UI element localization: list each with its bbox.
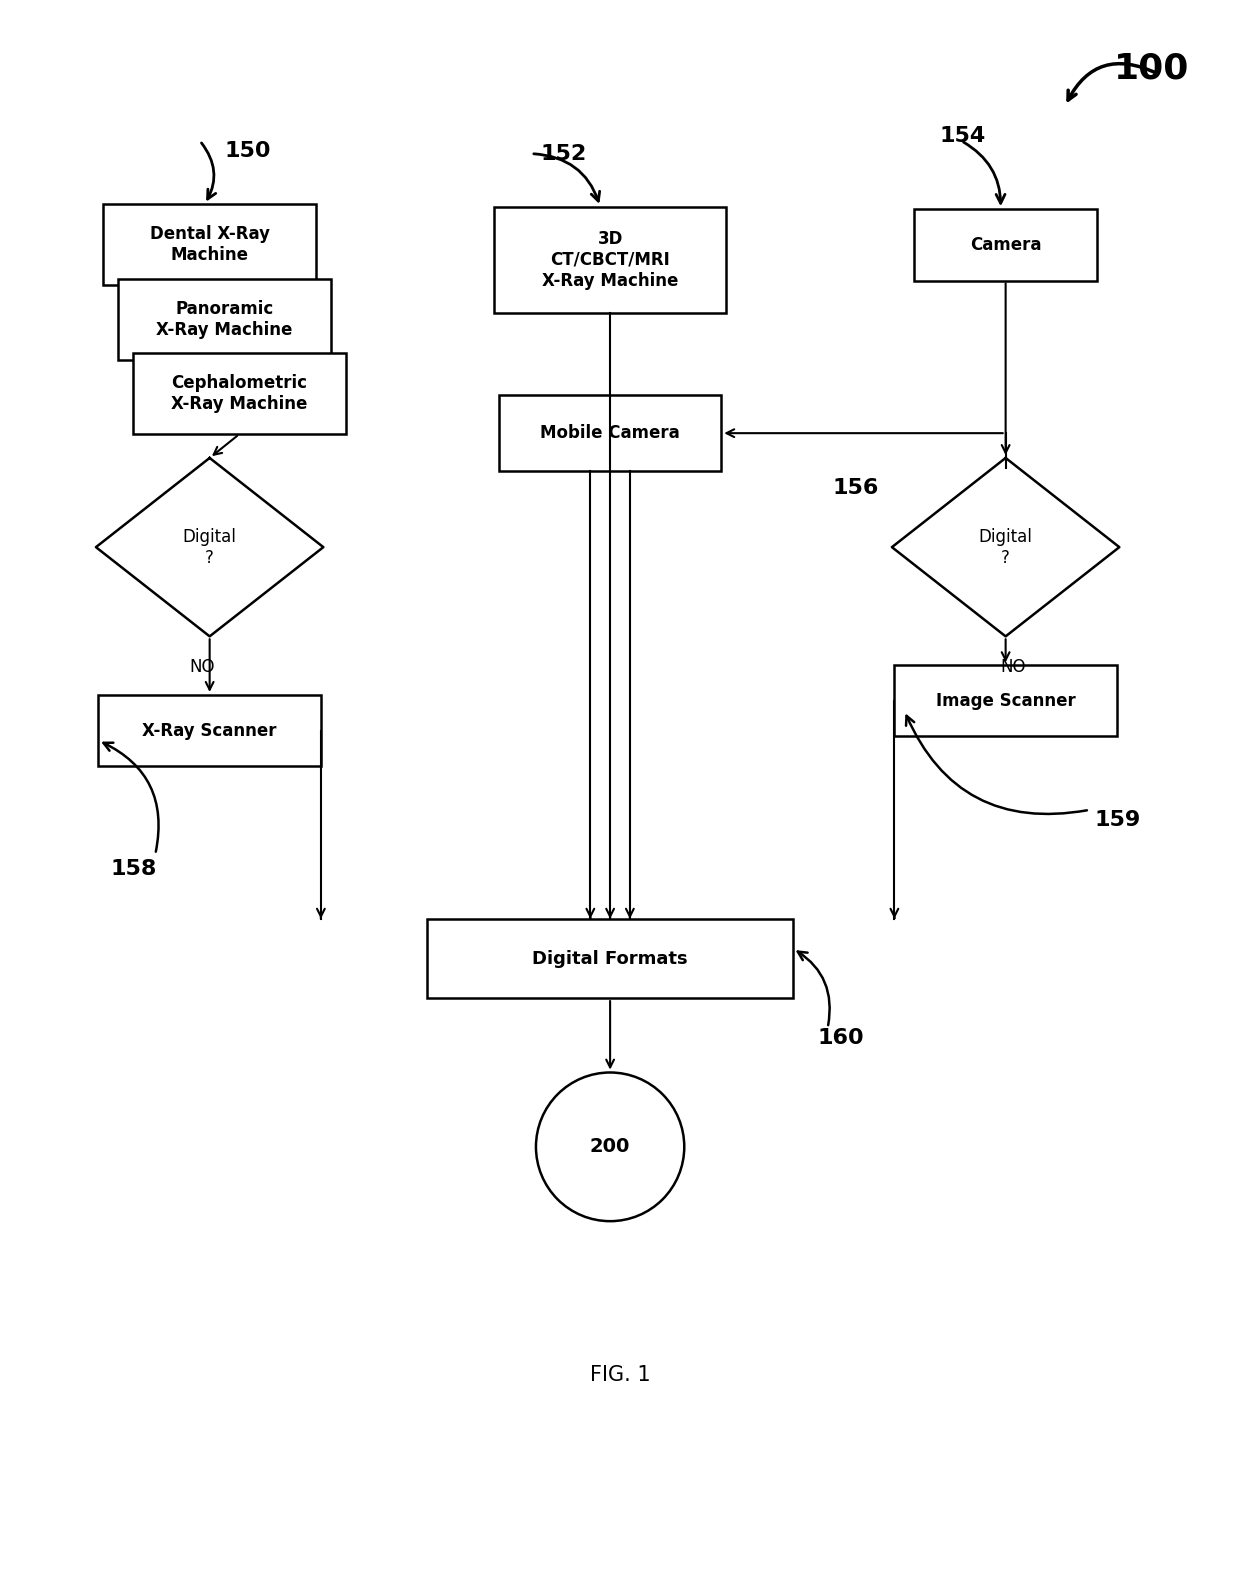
Bar xyxy=(894,665,1117,736)
Text: 150: 150 xyxy=(224,141,272,161)
Text: Panoramic
X-Ray Machine: Panoramic X-Ray Machine xyxy=(156,300,293,338)
Bar xyxy=(98,695,321,766)
Text: Digital
?: Digital ? xyxy=(182,527,237,567)
Text: Image Scanner: Image Scanner xyxy=(936,692,1075,711)
Polygon shape xyxy=(95,458,324,636)
Text: FIG. 1: FIG. 1 xyxy=(590,1364,650,1385)
Bar xyxy=(103,204,316,286)
Text: NO: NO xyxy=(1001,658,1027,676)
Bar xyxy=(914,208,1097,281)
Text: 160: 160 xyxy=(817,1028,864,1048)
Text: Digital Formats: Digital Formats xyxy=(532,949,688,968)
Bar xyxy=(118,278,331,360)
Polygon shape xyxy=(892,458,1120,636)
Text: Digital
?: Digital ? xyxy=(978,527,1033,567)
Text: 200: 200 xyxy=(590,1137,630,1156)
Bar xyxy=(428,919,794,998)
Text: Cephalometric
X-Ray Machine: Cephalometric X-Ray Machine xyxy=(171,374,308,414)
Bar xyxy=(498,395,722,471)
Text: Camera: Camera xyxy=(970,235,1042,254)
Ellipse shape xyxy=(536,1072,684,1221)
Text: 100: 100 xyxy=(1115,52,1189,85)
Text: 152: 152 xyxy=(541,144,588,164)
Bar xyxy=(494,207,727,313)
Text: 154: 154 xyxy=(940,126,986,145)
Text: 159: 159 xyxy=(1095,810,1141,829)
Text: Dental X-Ray
Machine: Dental X-Ray Machine xyxy=(150,226,269,264)
Text: Mobile Camera: Mobile Camera xyxy=(541,425,680,442)
Text: NO: NO xyxy=(188,658,215,676)
Text: 158: 158 xyxy=(110,859,157,880)
Bar xyxy=(133,352,346,434)
Text: 156: 156 xyxy=(832,478,879,497)
Text: 3D
CT/CBCT/MRI
X-Ray Machine: 3D CT/CBCT/MRI X-Ray Machine xyxy=(542,231,678,289)
Text: X-Ray Scanner: X-Ray Scanner xyxy=(143,722,277,739)
